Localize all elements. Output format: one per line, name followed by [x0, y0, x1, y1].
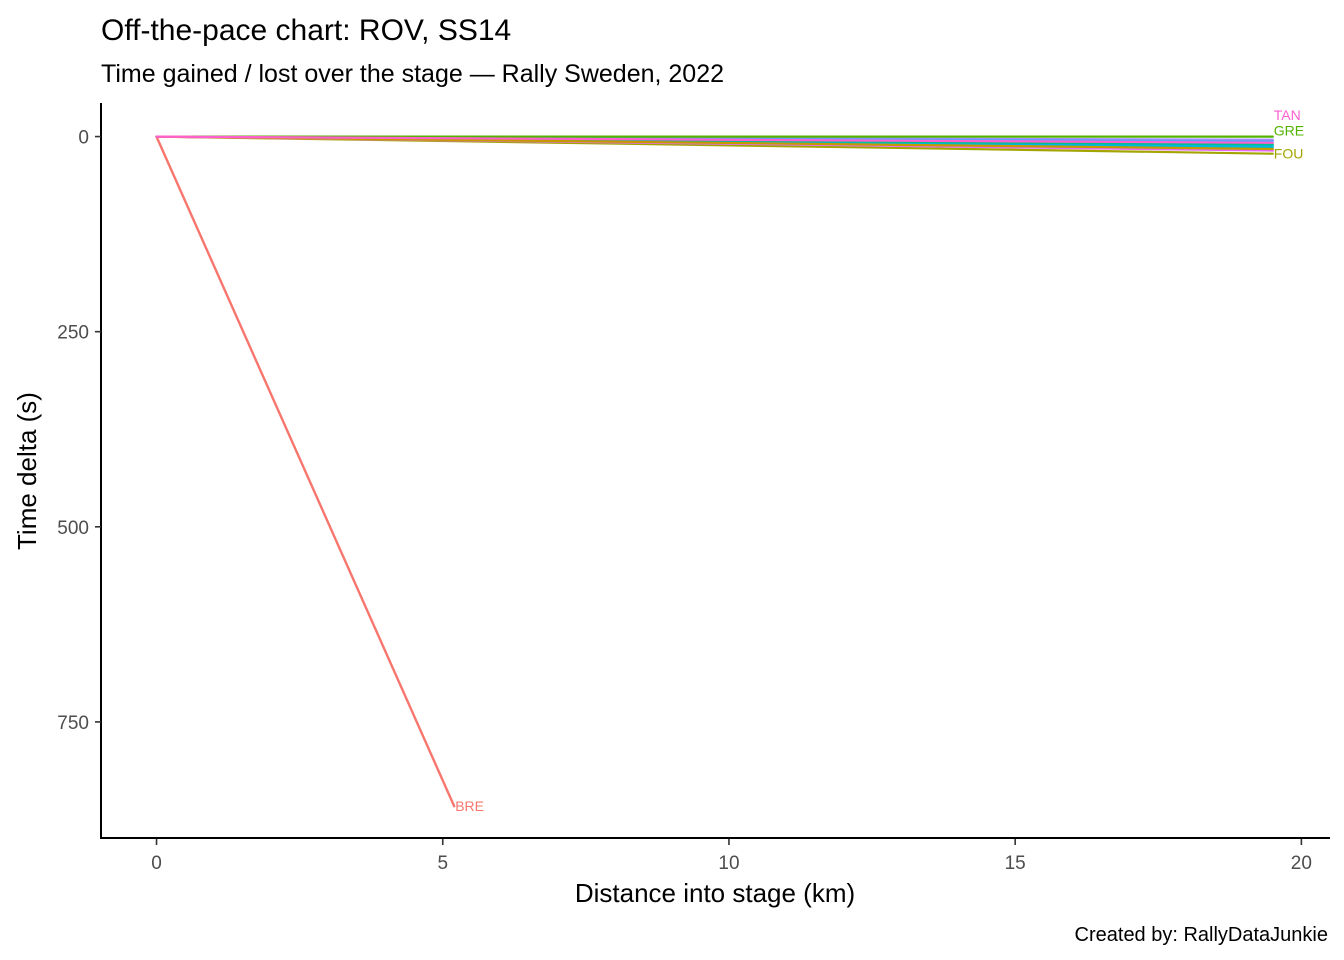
y-axis-title: Time delta (s)	[12, 392, 42, 550]
plot-series	[155, 135, 1274, 808]
y-axis-ticks: 0 250 500 750	[57, 128, 101, 734]
x-tick-label: 20	[1291, 853, 1312, 874]
series-label: BRE	[455, 798, 484, 814]
y-tick-label: 750	[57, 713, 89, 734]
chart-subtitle: Time gained / lost over the stage — Rall…	[101, 60, 724, 88]
series-line	[155, 135, 1274, 144]
chart-title: Off-the-pace chart: ROV, SS14	[101, 14, 511, 47]
y-tick-label: 250	[57, 323, 89, 344]
x-axis-title: Distance into stage (km)	[575, 878, 855, 908]
series-line	[155, 135, 456, 808]
chart-caption: Created by: RallyDataJunkie	[1075, 924, 1328, 946]
x-tick-label: 0	[151, 853, 162, 874]
series-label: FOU	[1274, 146, 1304, 162]
series-label: TAN	[1274, 107, 1301, 123]
x-axis-ticks: 0 5 10 15 20	[151, 839, 1312, 874]
y-tick-label: 500	[57, 518, 89, 539]
series-label: GRE	[1274, 123, 1304, 139]
x-tick-label: 10	[718, 853, 739, 874]
x-tick-label: 15	[1005, 853, 1026, 874]
x-tick-label: 5	[437, 853, 448, 874]
y-tick-label: 0	[78, 128, 89, 149]
